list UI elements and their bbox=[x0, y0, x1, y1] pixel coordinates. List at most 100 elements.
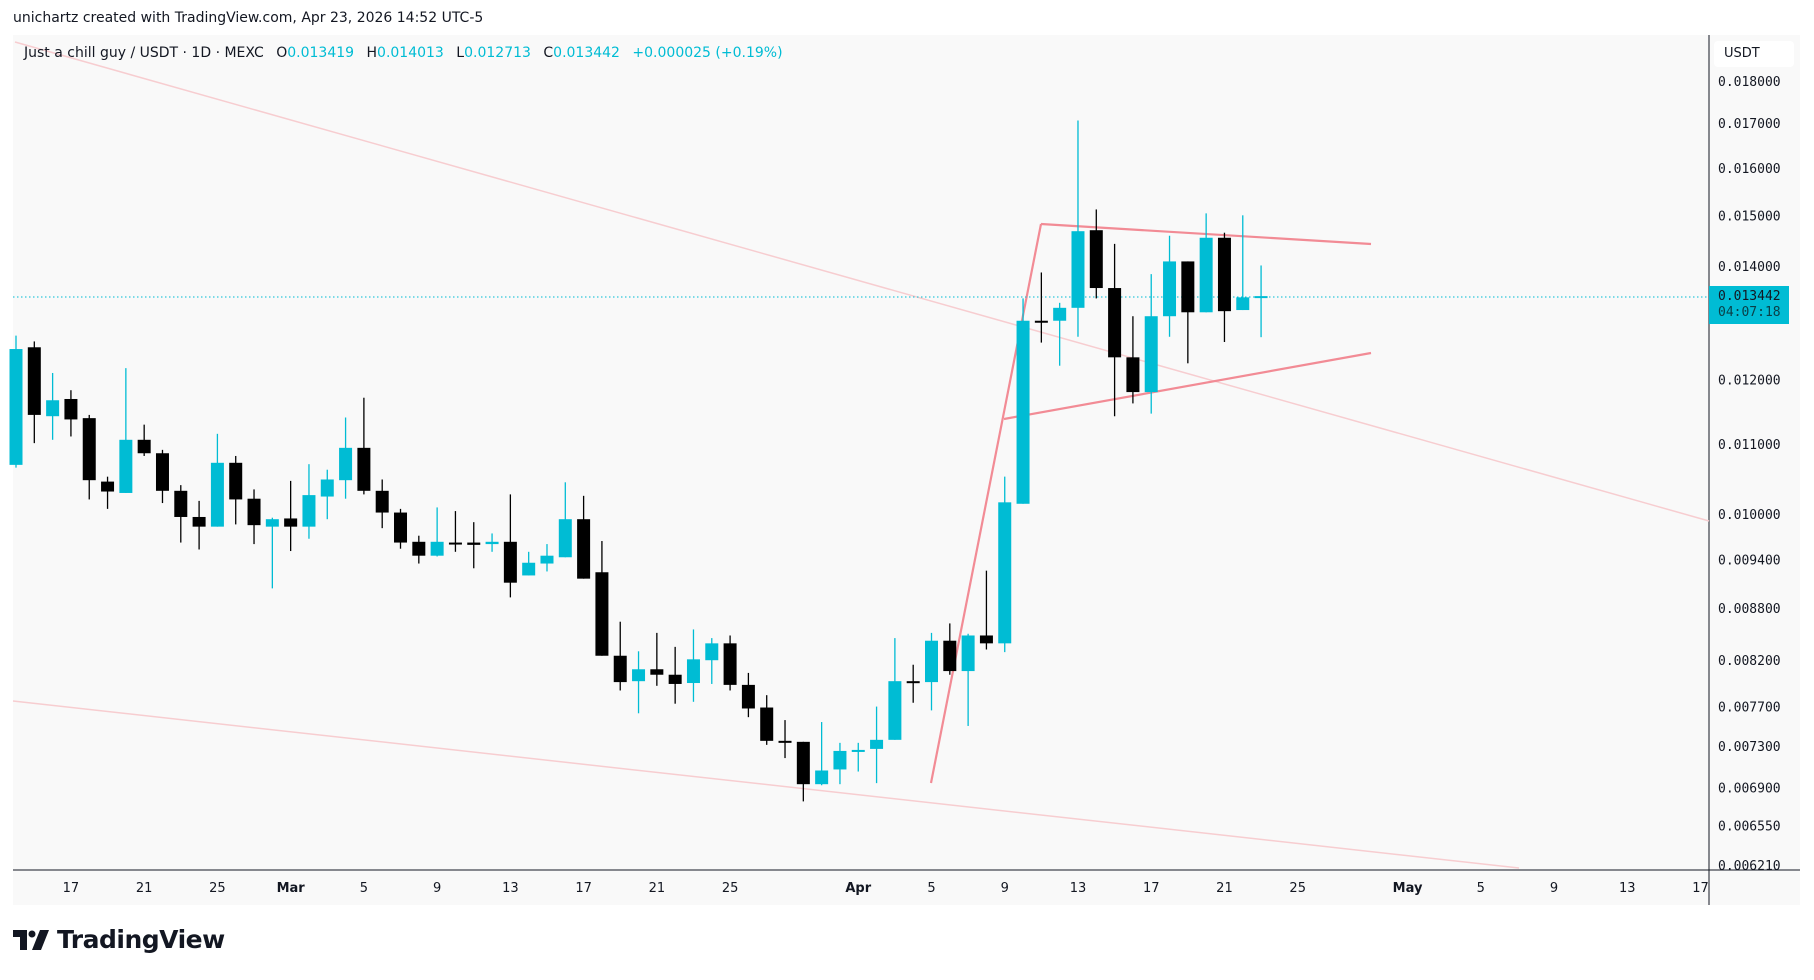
candle-body bbox=[778, 740, 792, 743]
candle[interactable] bbox=[632, 651, 646, 714]
candle[interactable] bbox=[522, 551, 536, 576]
change-value: +0.000025 (+0.19%) bbox=[632, 45, 783, 61]
candle[interactable] bbox=[925, 632, 938, 711]
candle[interactable] bbox=[1034, 272, 1048, 343]
candle[interactable] bbox=[723, 635, 737, 691]
candle[interactable] bbox=[888, 638, 902, 740]
candle[interactable] bbox=[943, 623, 957, 675]
candle[interactable] bbox=[27, 341, 41, 444]
descending-resistance-line[interactable] bbox=[14, 41, 1710, 522]
low-label: L bbox=[456, 45, 465, 61]
candle[interactable] bbox=[906, 664, 920, 703]
candle[interactable] bbox=[668, 646, 682, 704]
candle[interactable] bbox=[595, 541, 609, 656]
candle[interactable] bbox=[101, 476, 115, 509]
candle[interactable] bbox=[64, 390, 78, 437]
price-tick-label: 0.007300 bbox=[1718, 740, 1781, 755]
candle[interactable] bbox=[137, 424, 151, 456]
candle-body bbox=[1181, 261, 1195, 313]
candle[interactable] bbox=[778, 720, 792, 759]
candle[interactable] bbox=[1126, 316, 1140, 404]
candle[interactable] bbox=[430, 507, 444, 557]
candle[interactable] bbox=[412, 535, 426, 564]
candle[interactable] bbox=[1181, 261, 1195, 364]
tradingview-logo[interactable]: TradingView bbox=[13, 925, 225, 954]
candle[interactable] bbox=[467, 522, 481, 569]
currency-button[interactable]: USDT bbox=[1714, 41, 1794, 67]
candle[interactable] bbox=[210, 433, 224, 527]
candle[interactable] bbox=[1254, 265, 1268, 338]
candle[interactable] bbox=[339, 417, 353, 499]
candle[interactable] bbox=[485, 533, 499, 552]
candle[interactable] bbox=[540, 544, 554, 572]
candle[interactable] bbox=[375, 479, 389, 529]
candle[interactable] bbox=[558, 482, 572, 558]
candle-body bbox=[302, 495, 316, 527]
time-tick-label: 25 bbox=[209, 881, 226, 896]
candle[interactable] bbox=[357, 397, 371, 495]
candle[interactable] bbox=[705, 638, 719, 684]
candle[interactable] bbox=[760, 695, 774, 745]
candle[interactable] bbox=[979, 570, 993, 650]
candle[interactable] bbox=[1144, 274, 1158, 414]
candle[interactable] bbox=[577, 495, 591, 579]
candle-body bbox=[1108, 288, 1122, 358]
candle[interactable] bbox=[613, 621, 627, 691]
candle[interactable] bbox=[650, 632, 664, 686]
candle-body bbox=[265, 519, 279, 527]
candle[interactable] bbox=[9, 335, 23, 468]
candle[interactable] bbox=[1163, 235, 1177, 337]
candle[interactable] bbox=[82, 414, 96, 500]
price-axis[interactable]: 0.018000 0.017000 0.016000 0.015000 0.014000… bbox=[1718, 75, 1781, 874]
descending-support-line[interactable] bbox=[12, 700, 1520, 869]
candle-body bbox=[485, 541, 499, 545]
candle[interactable] bbox=[174, 485, 188, 543]
candle[interactable] bbox=[1236, 215, 1250, 311]
candle[interactable] bbox=[815, 722, 829, 786]
candle-body bbox=[1144, 316, 1158, 393]
candle[interactable] bbox=[192, 500, 206, 550]
time-tick-label: 9 bbox=[1550, 881, 1558, 896]
candle[interactable] bbox=[284, 480, 298, 552]
time-tick-label: 5 bbox=[1477, 881, 1485, 896]
candle[interactable] bbox=[1071, 120, 1085, 337]
time-axis[interactable]: 17 21 25 Mar 5 9 13 17 21 25 Apr 5 9 13 17 21 25 May 5 9 13 1… bbox=[63, 881, 1709, 896]
candle[interactable] bbox=[796, 741, 810, 802]
candle[interactable] bbox=[155, 449, 169, 504]
candle-body bbox=[1016, 320, 1030, 504]
candle[interactable] bbox=[1217, 232, 1231, 343]
candle[interactable] bbox=[1108, 243, 1122, 417]
candle[interactable] bbox=[320, 469, 334, 520]
price-tick-label: 0.018000 bbox=[1718, 75, 1781, 90]
candle-body bbox=[375, 490, 389, 513]
candle[interactable] bbox=[961, 633, 975, 726]
candle[interactable] bbox=[448, 511, 462, 552]
candle[interactable] bbox=[46, 372, 60, 440]
candle[interactable] bbox=[833, 742, 847, 785]
last-price-value: 0.013442 bbox=[1718, 289, 1781, 304]
flag-lower-line[interactable] bbox=[1003, 351, 1372, 421]
candle[interactable] bbox=[741, 672, 755, 718]
candle-body bbox=[870, 739, 884, 749]
candle[interactable] bbox=[1199, 213, 1213, 313]
bar-countdown: 04:07:18 bbox=[1718, 305, 1781, 320]
candle[interactable] bbox=[229, 455, 243, 525]
chart-area[interactable] bbox=[13, 35, 1800, 905]
tradingview-logo-icon bbox=[13, 929, 49, 950]
candle[interactable] bbox=[998, 476, 1012, 653]
candle[interactable] bbox=[686, 629, 700, 702]
candle[interactable] bbox=[870, 706, 884, 784]
candle[interactable] bbox=[302, 464, 316, 539]
price-tick-label: 0.010000 bbox=[1718, 508, 1781, 523]
time-tick-label: 17 bbox=[575, 881, 592, 896]
candle[interactable] bbox=[247, 489, 261, 545]
candle[interactable] bbox=[851, 742, 865, 772]
candle[interactable] bbox=[1053, 302, 1067, 366]
candle[interactable] bbox=[503, 494, 517, 598]
candle[interactable] bbox=[119, 368, 133, 493]
candle[interactable] bbox=[1089, 209, 1103, 299]
candle[interactable] bbox=[1016, 298, 1030, 504]
candle[interactable] bbox=[265, 517, 279, 589]
candle[interactable] bbox=[394, 508, 408, 549]
